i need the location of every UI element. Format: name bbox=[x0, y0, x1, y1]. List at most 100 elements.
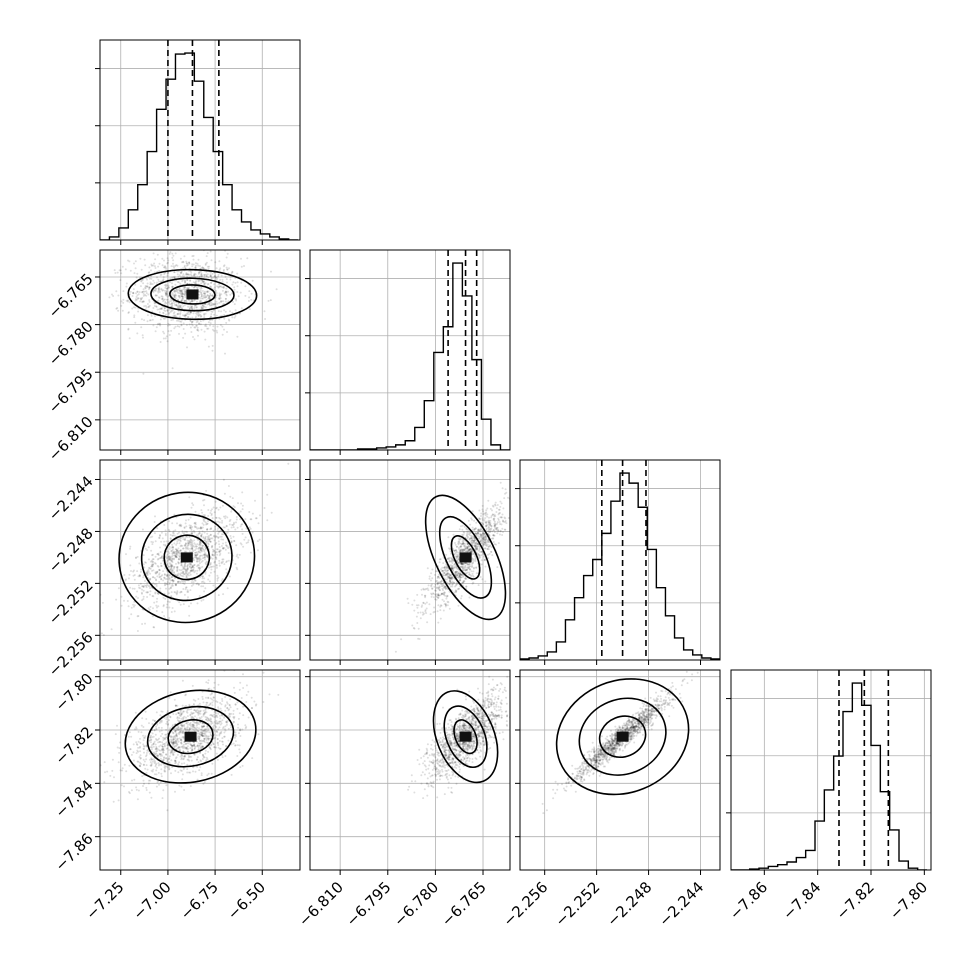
sample-point bbox=[234, 528, 237, 531]
sample-point bbox=[458, 540, 461, 543]
sample-point bbox=[175, 288, 178, 291]
sample-point bbox=[179, 306, 182, 309]
sample-point bbox=[199, 558, 202, 561]
sample-point bbox=[186, 728, 189, 731]
sample-point bbox=[435, 589, 438, 592]
sample-point bbox=[447, 536, 450, 539]
sample-point bbox=[204, 537, 207, 540]
sample-point bbox=[444, 585, 446, 588]
sample-point bbox=[498, 512, 501, 515]
sample-point bbox=[204, 263, 207, 266]
panel-frame bbox=[99, 249, 301, 451]
sample-point bbox=[207, 750, 210, 753]
sample-point bbox=[237, 502, 239, 505]
sample-point bbox=[217, 275, 220, 278]
sample-point bbox=[460, 545, 463, 548]
sample-point bbox=[482, 533, 485, 536]
sample-point bbox=[452, 548, 455, 550]
sample-point bbox=[164, 770, 167, 773]
sample-point bbox=[203, 283, 206, 285]
sample-point bbox=[472, 540, 475, 543]
sample-point bbox=[146, 285, 149, 288]
sample-point bbox=[168, 562, 171, 565]
sample-point bbox=[165, 582, 168, 585]
sample-point bbox=[139, 741, 142, 744]
sample-point bbox=[232, 505, 235, 508]
sample-point bbox=[210, 304, 212, 307]
sample-point bbox=[181, 704, 184, 707]
sample-point bbox=[224, 709, 227, 712]
sample-point bbox=[449, 574, 452, 577]
sample-point bbox=[175, 739, 178, 742]
sample-point bbox=[217, 712, 220, 715]
sample-point bbox=[160, 775, 163, 778]
sample-point bbox=[201, 544, 204, 547]
sample-point bbox=[212, 554, 215, 557]
sample-point bbox=[206, 666, 208, 668]
sample-point bbox=[466, 546, 469, 549]
sample-point bbox=[475, 547, 478, 550]
sample-point bbox=[176, 270, 179, 273]
sample-point bbox=[199, 291, 202, 293]
sample-point bbox=[196, 602, 199, 605]
sample-point bbox=[436, 596, 439, 599]
sample-point bbox=[188, 550, 191, 553]
sample-point bbox=[212, 548, 214, 551]
sample-point bbox=[473, 539, 476, 542]
sample-point bbox=[474, 527, 477, 530]
sample-point bbox=[439, 609, 442, 612]
sample-point bbox=[454, 543, 457, 546]
sample-point bbox=[128, 731, 131, 734]
sample-point bbox=[172, 580, 175, 582]
sample-point bbox=[204, 707, 207, 710]
sample-point bbox=[148, 567, 151, 570]
sample-point bbox=[226, 281, 228, 284]
sample-point bbox=[461, 565, 464, 568]
sample-point bbox=[150, 559, 153, 562]
sample-point bbox=[480, 515, 482, 517]
sample-point bbox=[189, 301, 191, 304]
sample-point bbox=[463, 568, 466, 571]
sample-point bbox=[216, 737, 219, 740]
sample-point bbox=[201, 559, 204, 562]
sample-point bbox=[236, 568, 239, 571]
sample-point bbox=[198, 557, 201, 560]
sample-point bbox=[482, 537, 485, 539]
sample-point bbox=[226, 720, 229, 723]
sample-point bbox=[173, 266, 176, 269]
sample-point bbox=[153, 521, 156, 523]
sample-point bbox=[140, 568, 142, 571]
sample-point bbox=[471, 538, 474, 541]
sample-point bbox=[148, 585, 151, 588]
sample-point bbox=[186, 728, 188, 731]
sample-point bbox=[223, 492, 226, 495]
sample-point bbox=[201, 745, 204, 748]
sample-point bbox=[188, 708, 191, 711]
sample-point bbox=[198, 566, 200, 569]
sample-point bbox=[480, 550, 483, 553]
sample-point bbox=[168, 606, 171, 609]
sample-point bbox=[180, 272, 183, 275]
sample-point bbox=[157, 741, 160, 744]
sample-point bbox=[455, 572, 458, 575]
sample-point bbox=[422, 588, 425, 591]
sample-point bbox=[162, 330, 165, 333]
sample-point bbox=[152, 264, 155, 267]
sample-point bbox=[207, 536, 210, 539]
sample-point bbox=[136, 743, 139, 746]
hist-panel-4 bbox=[726, 669, 932, 871]
sample-point bbox=[180, 289, 183, 292]
sample-point bbox=[175, 593, 178, 596]
sample-point bbox=[160, 764, 163, 766]
sample-point bbox=[207, 682, 210, 684]
sample-point bbox=[167, 555, 170, 558]
sample-point bbox=[197, 334, 199, 337]
sample-point bbox=[430, 592, 433, 595]
sample-point bbox=[142, 589, 145, 592]
sample-point bbox=[173, 741, 176, 744]
sample-point bbox=[202, 280, 205, 283]
sample-point bbox=[225, 525, 228, 528]
sample-point bbox=[204, 546, 207, 548]
sample-point bbox=[486, 547, 489, 550]
sample-point bbox=[441, 584, 444, 587]
